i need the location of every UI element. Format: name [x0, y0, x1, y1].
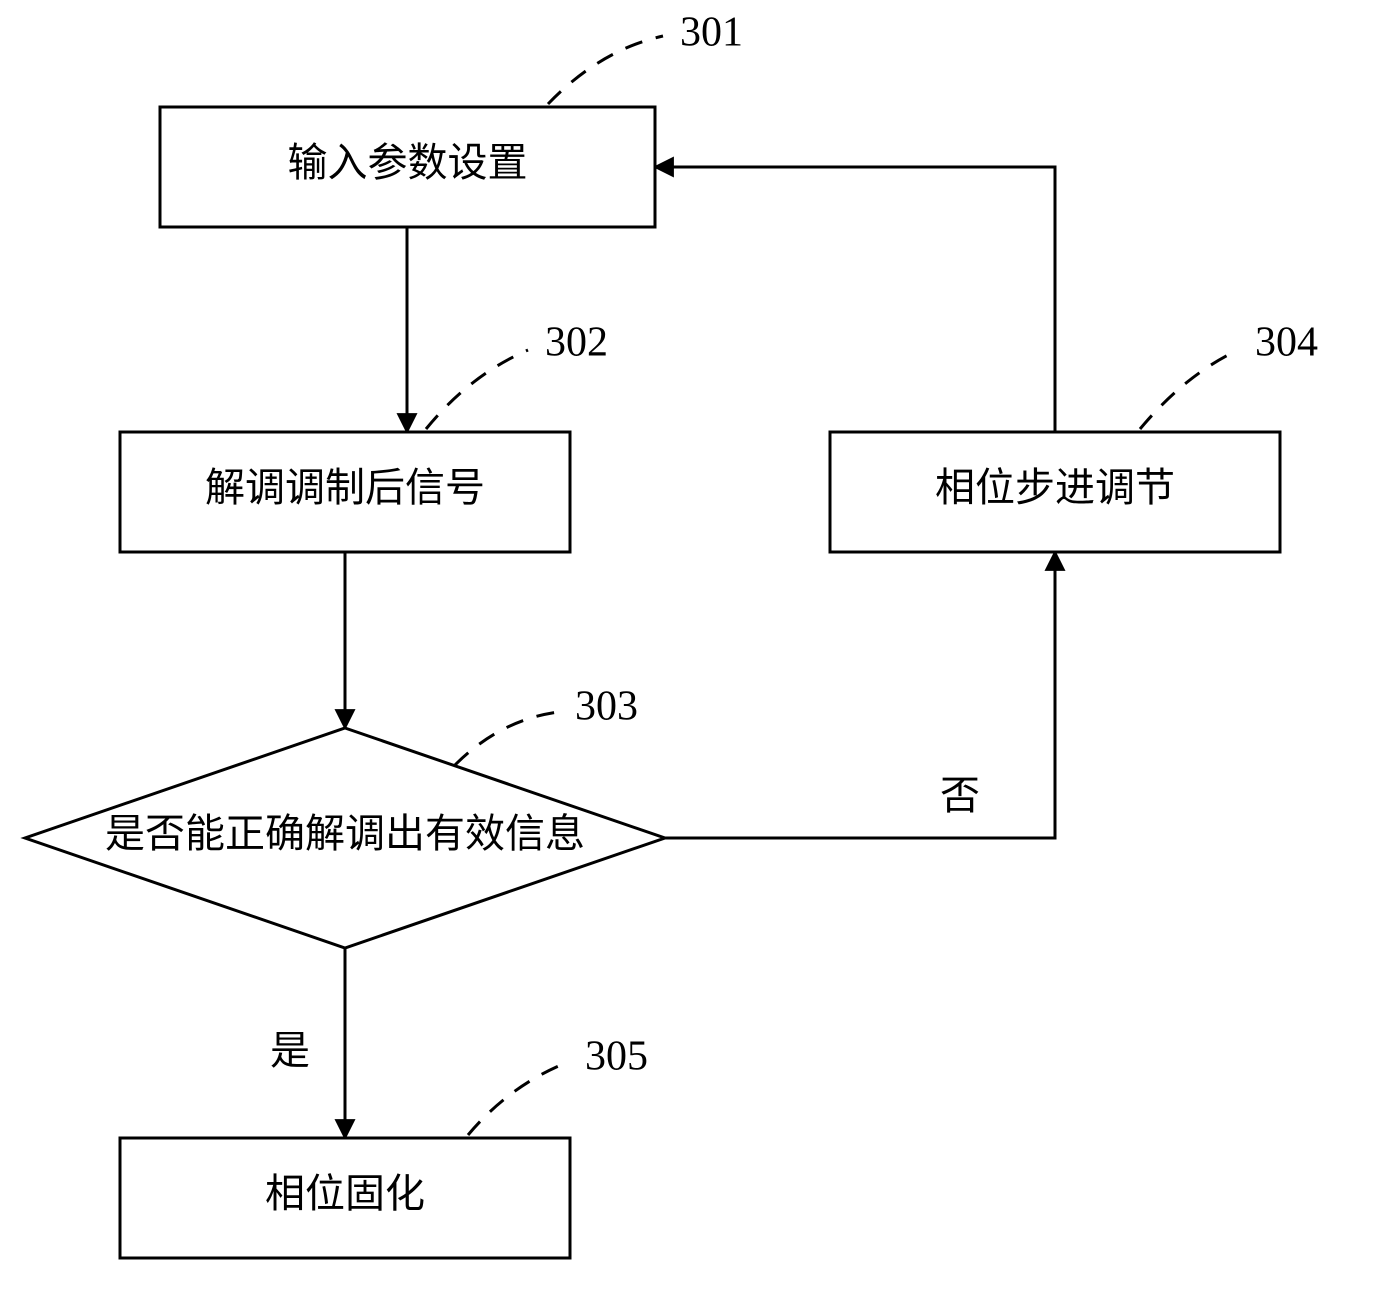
node-number-n305: 305	[585, 1034, 648, 1080]
node-number-n304: 304	[1255, 320, 1318, 366]
leader-n304	[1140, 350, 1238, 429]
edge-n303-n304	[665, 552, 1055, 838]
node-number-n303: 303	[575, 684, 638, 730]
flow-node-label-n303: 是否能正确解调出有效信息	[105, 811, 585, 856]
leader-n301	[548, 36, 663, 104]
flow-node-label-n304: 相位步进调节	[935, 465, 1175, 510]
leader-n303	[455, 712, 558, 765]
edge-label-n303-n305: 是	[270, 1028, 310, 1073]
flow-node-label-n302: 解调调制后信号	[205, 465, 485, 510]
leader-n302	[426, 350, 528, 429]
node-number-n302: 302	[545, 320, 608, 366]
edge-n304-n301	[655, 167, 1055, 432]
flow-node-label-n301: 输入参数设置	[288, 140, 528, 185]
leader-n305	[468, 1062, 568, 1135]
edge-label-n303-n304: 否	[940, 773, 980, 818]
node-number-n301: 301	[680, 10, 743, 56]
flow-node-label-n305: 相位固化	[265, 1171, 425, 1216]
